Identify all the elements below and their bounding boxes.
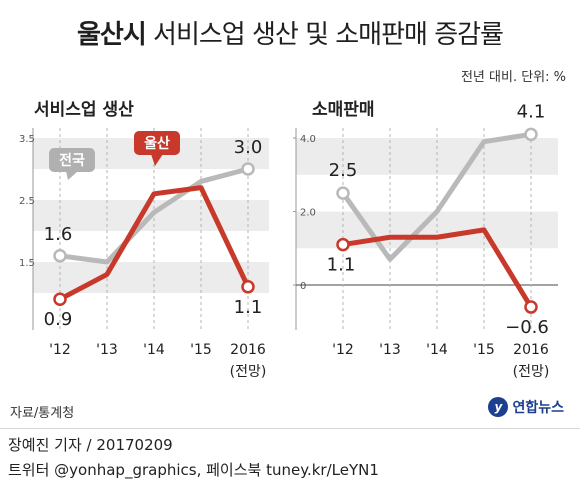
x-tick-label: '14 (426, 342, 448, 358)
x-tick-label: '13 (379, 342, 401, 358)
point-marker-ulsan (53, 292, 67, 306)
title-city: 울산시 (77, 20, 147, 50)
x-tick-label: '12 (332, 342, 354, 358)
band (296, 138, 558, 175)
series-line-ulsan (340, 227, 534, 310)
title-rest: 서비스업 생산 및 소매판매 증감률 (153, 20, 504, 50)
x-tick-label: '14 (143, 342, 165, 358)
legend-label: 전국 (59, 152, 85, 169)
value-label: 1.1 (234, 297, 263, 318)
value-label: 2.5 (329, 160, 358, 181)
point-marker-national (336, 186, 350, 200)
chart-title-services: 서비스업 생산 (34, 100, 134, 120)
point-marker-ulsan (336, 237, 350, 252)
y-tick-label: 2.5 (19, 196, 35, 207)
infographic-frame: 울산시 서비스업 생산 및 소매판매 증감률 전년 대비. 단위: % 서비스업… (0, 14, 580, 429)
yonhap-logo-icon: y (488, 397, 509, 417)
legend-label: 울산 (144, 135, 170, 152)
value-label: 4.1 (517, 101, 546, 122)
x-tick-note: (전망) (230, 364, 267, 380)
point-marker-national (524, 127, 538, 142)
charts-canvas: 1.5 2.5 3.5 '12 '13 '14 '15 2016 (전망) 1.6 3.0 0.9 1.… (19, 101, 558, 380)
x-tick-label: 2016 (230, 342, 266, 358)
x-tick-label: '15 (190, 342, 212, 358)
value-label: 1.1 (327, 255, 356, 276)
band (296, 211, 558, 249)
yonhap-logo: y 연합뉴스 (488, 394, 564, 420)
legend-bubble (49, 148, 95, 172)
chart-title-retail: 소매판매 (312, 100, 375, 120)
value-label: 0.9 (44, 309, 73, 330)
point-marker-ulsan (241, 280, 255, 294)
x-tick-label: '15 (473, 342, 495, 358)
sns-credit: 트위터 @yonhap_graphics, 페이스북 tuney.kr/LeYN… (8, 461, 379, 479)
y-tick-label: 1.5 (19, 258, 35, 269)
point-marker-ulsan (524, 300, 538, 314)
x-tick-label: 2016 (513, 342, 549, 358)
x-tick-label: '13 (96, 342, 118, 358)
value-label: 3.0 (234, 137, 263, 158)
point-marker-national (241, 162, 255, 176)
unit-note: 전년 대비. 단위: % (460, 70, 566, 85)
y-tick-label: 3.5 (19, 134, 35, 145)
source-note: 자료/통계청 (10, 406, 75, 421)
band (33, 262, 269, 293)
x-tick-label: '12 (49, 342, 71, 358)
yonhap-logo-text: 연합뉴스 (512, 400, 564, 416)
reporter-credit: 장예진 기자 / 20170209 (8, 436, 173, 454)
x-tick-note: (전망) (513, 364, 550, 380)
y-tick-label: 0 (300, 281, 306, 292)
y-tick-label: 2.0 (300, 208, 316, 219)
series-line-ulsan (57, 185, 251, 302)
y-tick-label: 4.0 (300, 134, 316, 145)
series-line-national (57, 166, 251, 265)
legend-bubble (134, 131, 180, 155)
page-title: 울산시 서비스업 생산 및 소매판매 증감률 (0, 14, 580, 51)
legend-bubble-tail (66, 171, 78, 180)
value-label: 1.6 (44, 224, 73, 245)
value-label: −0.6 (505, 317, 549, 338)
legend-bubble-tail (151, 154, 163, 166)
point-marker-national (53, 249, 67, 263)
